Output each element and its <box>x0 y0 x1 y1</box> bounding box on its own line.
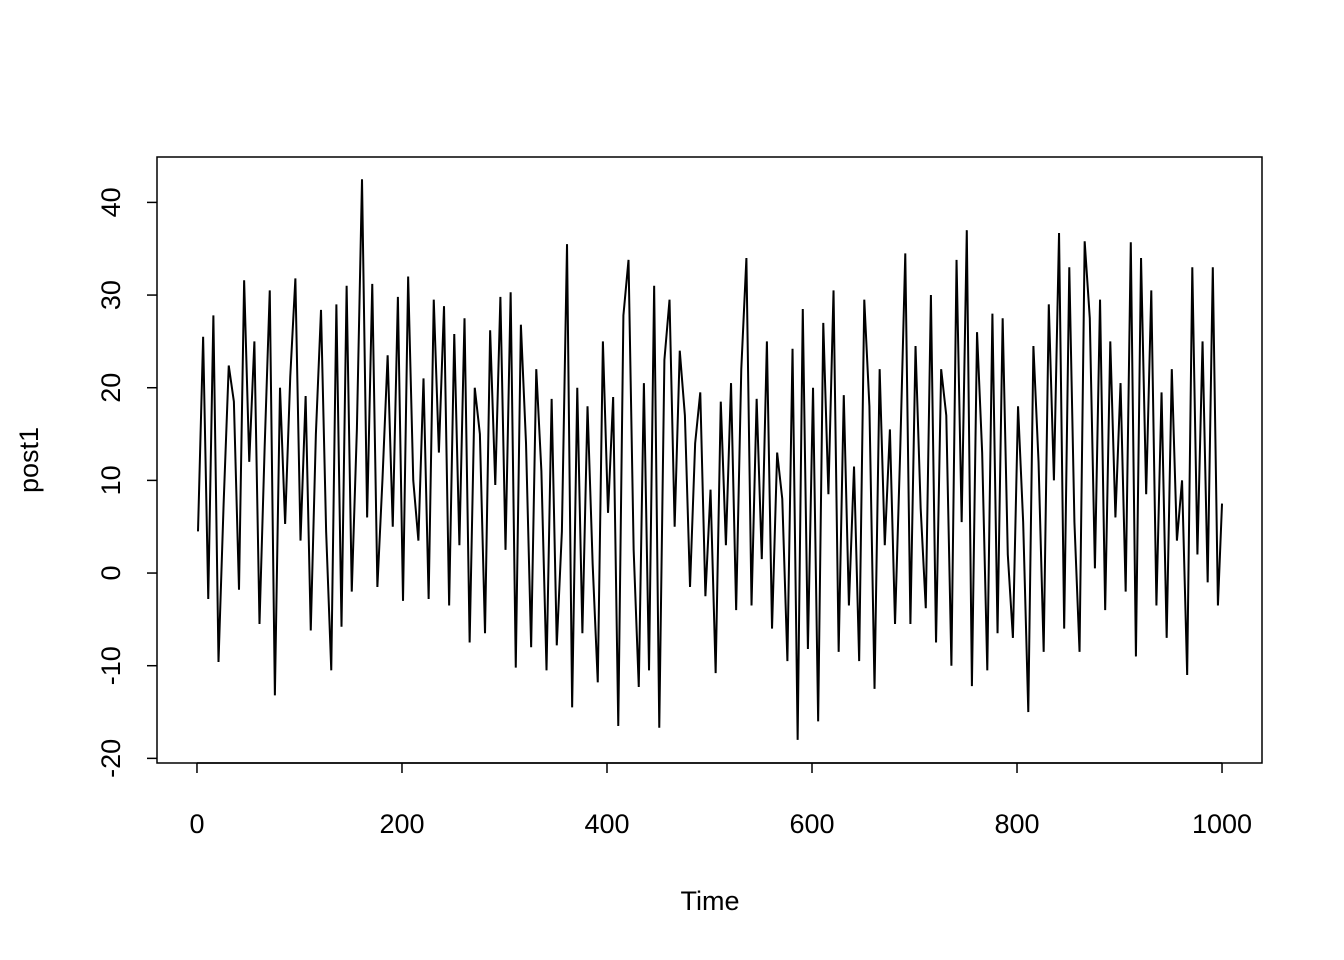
y-tick-label: 40 <box>96 187 126 217</box>
y-tick-label: 30 <box>96 280 126 310</box>
x-tick-label: 800 <box>994 809 1039 839</box>
y-tick-label: 0 <box>96 566 126 581</box>
x-axis-label: Time <box>681 886 740 916</box>
y-tick-label: 10 <box>96 465 126 495</box>
x-tick-label: 0 <box>189 809 204 839</box>
x-tick-label: 600 <box>789 809 834 839</box>
y-tick-label: 20 <box>96 373 126 403</box>
x-tick-label: 400 <box>584 809 629 839</box>
x-tick-label: 200 <box>379 809 424 839</box>
y-tick-label: -10 <box>96 646 126 685</box>
y-axis-label: post1 <box>14 427 44 493</box>
x-tick-label: 1000 <box>1192 809 1252 839</box>
series-line <box>197 179 1224 740</box>
y-tick-label: -20 <box>96 739 126 778</box>
